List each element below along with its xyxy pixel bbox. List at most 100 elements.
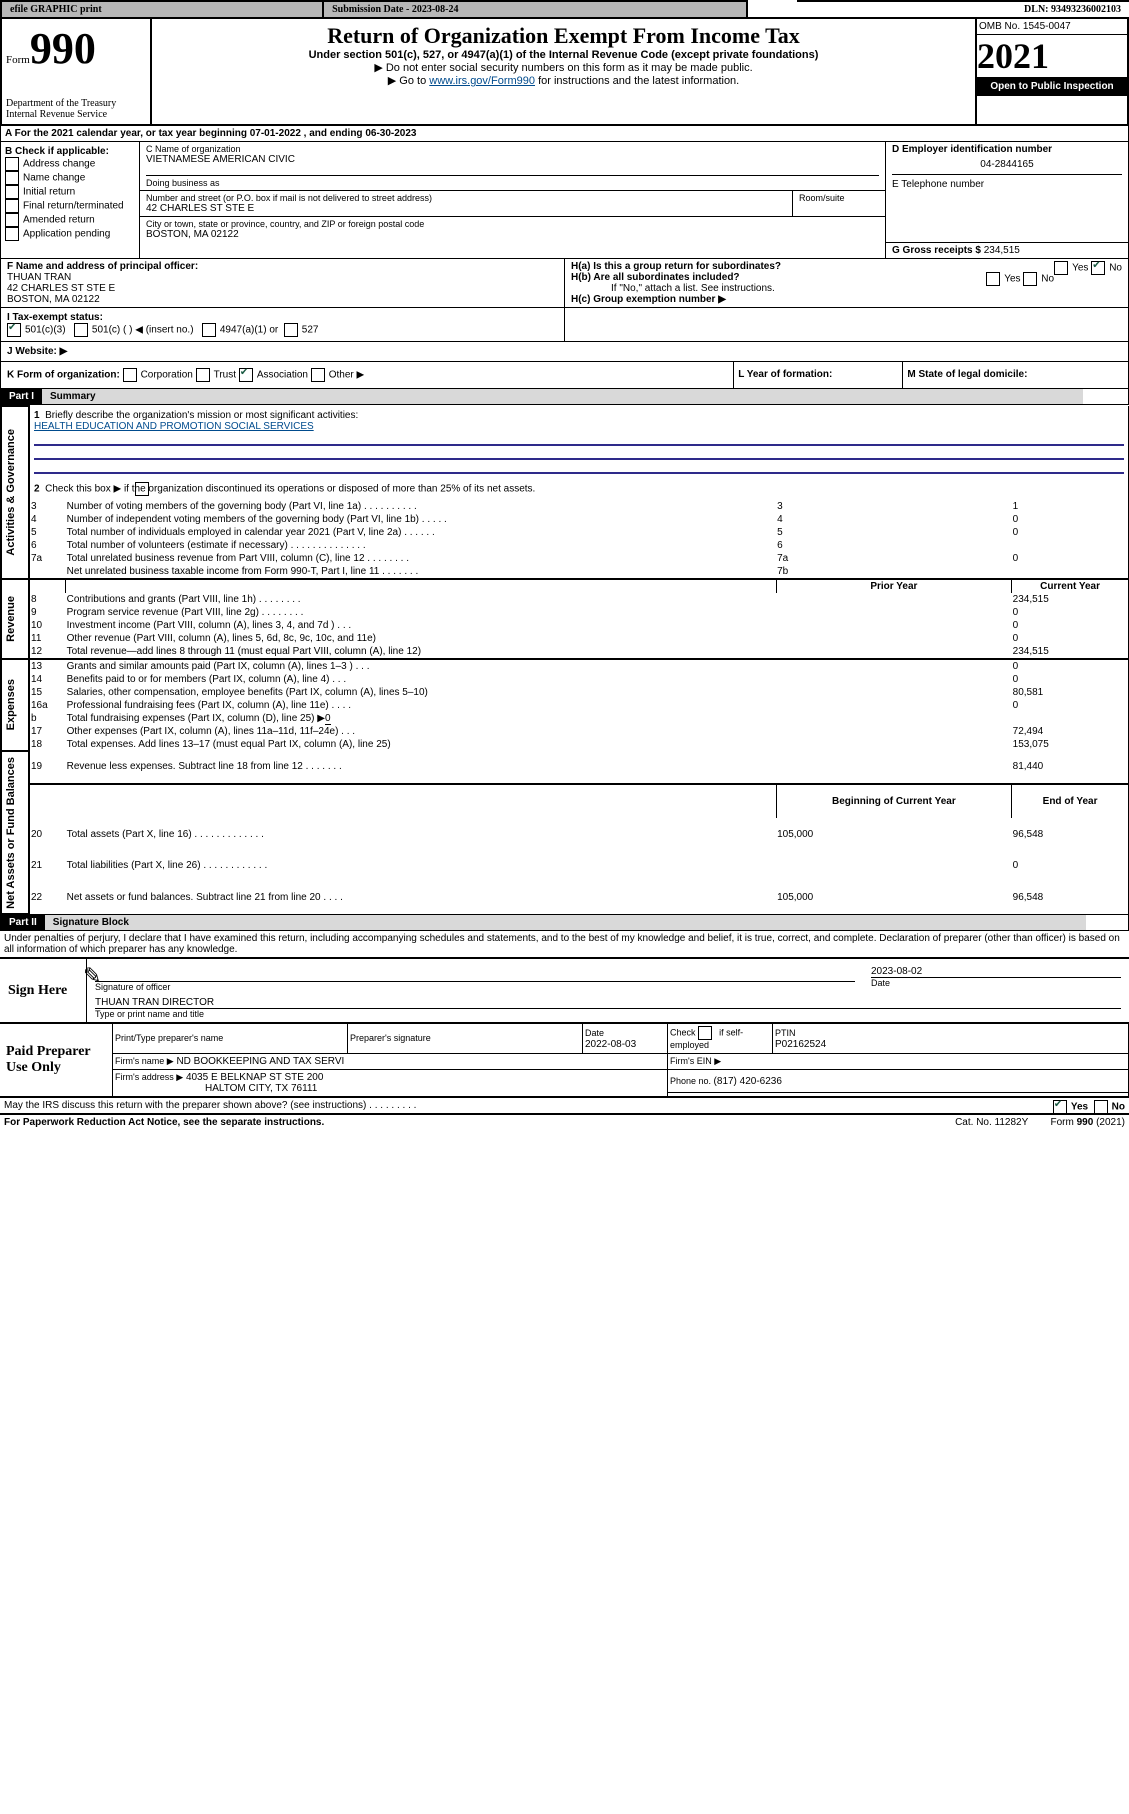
chk-other[interactable] [311, 368, 325, 382]
firm-name-label: Firm's name ▶ [115, 1056, 174, 1066]
firm-phone: (817) 420-6236 [714, 1076, 782, 1087]
val5: 0 [1012, 526, 1129, 539]
e21: 0 [1012, 850, 1129, 882]
line21: Total liabilities (Part X, line 26) . . … [66, 850, 776, 882]
line5: Total number of individuals employed in … [66, 526, 776, 539]
prior-hdr: Prior Year [776, 579, 1012, 593]
discuss-yes[interactable] [1053, 1100, 1067, 1114]
c19: 81,440 [1012, 751, 1129, 785]
l16bv: 0 [325, 713, 331, 725]
officer-city: BOSTON, MA 02122 [7, 294, 558, 305]
line3: Number of voting members of the governin… [66, 500, 776, 513]
discuss-q: May the IRS discuss this return with the… [4, 1100, 416, 1111]
cat-no: Cat. No. 11282Y [955, 1117, 1028, 1128]
c12: 234,515 [1012, 645, 1129, 659]
line13: Grants and similar amounts paid (Part IX… [66, 659, 776, 673]
dln: DLN: 93493236002103 [797, 1, 1129, 18]
officer-block: F Name and address of principal officer:… [0, 259, 1129, 308]
val6 [1012, 539, 1129, 552]
ein: 04-2844165 [892, 155, 1122, 174]
form-title: Return of Organization Exempt From Incom… [156, 23, 971, 49]
chk-trust[interactable] [196, 368, 210, 382]
line10: Investment income (Part VIII, column (A)… [66, 619, 776, 632]
b20: 105,000 [776, 818, 1012, 850]
chk-initial[interactable] [5, 185, 19, 199]
c16a: 0 [1012, 699, 1129, 712]
subtitle-2: ▶ Do not enter social security numbers o… [156, 61, 971, 74]
no3: No [1112, 1102, 1125, 1113]
chk-501c[interactable] [74, 323, 88, 337]
subtitle-3: ▶ Go to www.irs.gov/Form990 for instruct… [156, 74, 971, 87]
chk-name[interactable] [5, 171, 19, 185]
open-inspection: Open to Public Inspection [977, 77, 1127, 96]
efile-btn[interactable]: efile GRAPHIC print [1, 1, 323, 18]
lbl-assoc: Association [257, 369, 308, 380]
line7b: Net unrelated business taxable income fr… [66, 565, 776, 579]
hb-yes[interactable] [986, 272, 1000, 286]
yes3: Yes [1071, 1102, 1088, 1113]
ha-no[interactable] [1091, 261, 1105, 275]
ha-yes[interactable] [1054, 261, 1068, 275]
section-a: A For the 2021 calendar year, or tax yea… [0, 126, 1129, 142]
vlabel-rev: Revenue [3, 592, 19, 646]
line7a: Total unrelated business revenue from Pa… [66, 552, 776, 565]
chk-501c3[interactable] [7, 323, 21, 337]
lbl-501c3: 501(c)(3) [25, 324, 66, 335]
submission-date: Submission Date - 2023-08-24 [323, 1, 747, 18]
line8: Contributions and grants (Part VIII, lin… [66, 593, 776, 606]
box-m-label: M State of legal domicile: [907, 369, 1027, 380]
c8: 234,515 [1012, 593, 1129, 606]
vlabel-exp: Expenses [3, 675, 19, 734]
prep-date-label: Date [585, 1028, 604, 1038]
line4: Number of independent voting members of … [66, 513, 776, 526]
val3: 1 [1012, 500, 1129, 513]
line9: Program service revenue (Part VIII, line… [66, 606, 776, 619]
c17: 72,494 [1012, 725, 1129, 738]
line6: Total number of volunteers (estimate if … [66, 539, 776, 552]
ptin: P02162524 [775, 1039, 826, 1050]
line2: Check this box ▶ if the organization dis… [45, 483, 535, 494]
c14: 0 [1012, 673, 1129, 686]
chk-corp[interactable] [123, 368, 137, 382]
city-label: City or town, state or province, country… [146, 219, 879, 229]
chk-discontinued[interactable] [135, 482, 149, 496]
chk-final[interactable] [5, 199, 19, 213]
val4: 0 [1012, 513, 1129, 526]
e22: 96,548 [1012, 882, 1129, 915]
lbl-501c: 501(c) ( ) ◀ (insert no.) [92, 324, 194, 335]
lbl-name: Name change [23, 173, 85, 184]
paid-preparer: Paid Preparer Use Only Print/Type prepar… [0, 1022, 1129, 1098]
part1-hdr: Part I [1, 389, 42, 404]
room-label: Room/suite [799, 193, 879, 203]
subtitle-1: Under section 501(c), 527, or 4947(a)(1)… [156, 49, 971, 61]
chk-4947[interactable] [202, 323, 216, 337]
hb-no[interactable] [1023, 272, 1037, 286]
lbl-527: 527 [302, 324, 319, 335]
goto-prefix: ▶ Go to [388, 75, 429, 87]
date-label: Date [871, 978, 890, 988]
box-c-label: C Name of organization [146, 144, 879, 154]
vlabel-ag: Activities & Governance [3, 425, 19, 560]
chk-pending[interactable] [5, 227, 19, 241]
pra-notice: For Paperwork Reduction Act Notice, see … [4, 1117, 324, 1128]
firm-ein-label: Firm's EIN ▶ [670, 1056, 721, 1066]
chk-assoc[interactable] [239, 368, 253, 382]
form990-link[interactable]: www.irs.gov/Form990 [429, 75, 535, 87]
part2-title: Signature Block [45, 915, 1086, 930]
chk-amended[interactable] [5, 213, 19, 227]
hc-label: H(c) Group exemption number ▶ [571, 294, 726, 305]
end-hdr: End of Year [1012, 784, 1129, 818]
chk-527[interactable] [284, 323, 298, 337]
c9: 0 [1012, 606, 1129, 619]
discuss-no[interactable] [1094, 1100, 1108, 1114]
mission-text[interactable]: HEALTH EDUCATION AND PROMOTION SOCIAL SE… [34, 421, 314, 432]
line22: Net assets or fund balances. Subtract li… [66, 882, 776, 915]
chk-address[interactable] [5, 157, 19, 171]
box-g-label: G Gross receipts $ [892, 245, 984, 256]
chk-self[interactable] [698, 1026, 712, 1040]
box-e-label: E Telephone number [892, 174, 1122, 190]
firm-addr-label: Firm's address ▶ [115, 1072, 183, 1082]
irs-label: Internal Revenue Service [6, 109, 146, 120]
line1a: Briefly describe the organization's miss… [45, 410, 358, 421]
line16b: Total fundraising expenses (Part IX, col… [67, 713, 325, 724]
